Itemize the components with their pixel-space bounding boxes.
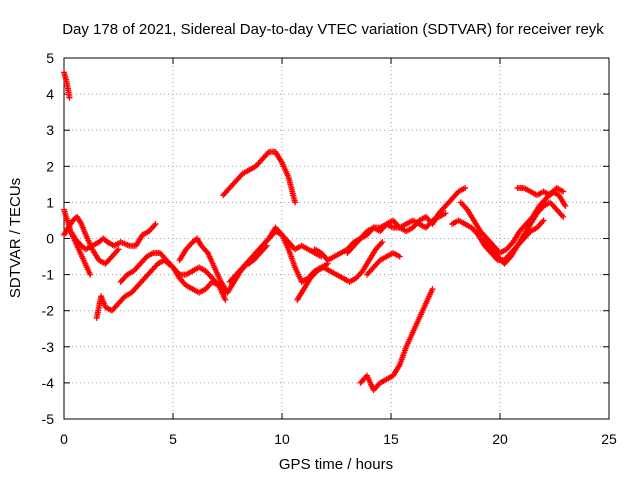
- data-series-group: [61, 69, 569, 394]
- data-point-marker: [115, 246, 122, 253]
- y-tick-label: -5: [42, 411, 55, 427]
- data-point-marker: [87, 271, 94, 278]
- series-arc-13: [364, 249, 403, 278]
- chart-title: Day 178 of 2021, Sidereal Day-to-day VTE…: [62, 21, 604, 38]
- y-tick-label: 0: [46, 231, 54, 247]
- y-tick-label: 4: [46, 86, 54, 102]
- x-tick-label: 5: [169, 431, 177, 447]
- x-tick-label: 10: [274, 431, 290, 447]
- y-tick-label: 2: [46, 158, 54, 174]
- data-point-marker: [292, 199, 299, 206]
- x-tick-label: 0: [60, 431, 68, 447]
- y-tick-label: 5: [46, 50, 54, 66]
- y-tick-label: -3: [42, 339, 55, 355]
- series-arc-8: [220, 148, 299, 206]
- data-point-marker: [562, 203, 569, 210]
- data-point-marker: [540, 217, 547, 224]
- series-arc-2: [61, 206, 159, 253]
- series-arc-4: [67, 228, 94, 278]
- series-arc-18: [481, 199, 567, 267]
- series-arc-5: [93, 257, 229, 321]
- series-arc-14: [344, 184, 469, 256]
- x-tick-label: 20: [492, 431, 508, 447]
- series-arc-10: [246, 224, 331, 285]
- series-arc-3: [61, 213, 122, 267]
- data-point-marker: [396, 253, 403, 260]
- data-point-marker: [66, 94, 73, 101]
- series-arc-15: [357, 286, 436, 394]
- x-tick-label: 25: [601, 431, 617, 447]
- series-arc-1: [61, 69, 73, 101]
- series-arc-19: [514, 184, 567, 199]
- y-tick-label: -1: [42, 267, 55, 283]
- data-point-marker: [560, 213, 567, 220]
- data-point-marker: [222, 296, 229, 303]
- axis-ticks: 0 5 10 15 20 25 -5 -4 -3 -2 -1 0 1 2 3 4 5: [42, 50, 617, 447]
- x-tick-label: 15: [383, 431, 399, 447]
- data-point-marker: [560, 188, 567, 195]
- data-point-marker: [442, 210, 449, 217]
- grid: [64, 58, 609, 419]
- series-arc-11: [294, 239, 386, 303]
- y-tick-label: -2: [42, 303, 55, 319]
- y-axis-title: SDTVAR / TECUs: [7, 178, 24, 298]
- y-tick-label: 1: [46, 194, 54, 210]
- data-point-marker: [379, 239, 386, 246]
- data-point-marker: [462, 184, 469, 191]
- y-tick-label: 3: [46, 122, 54, 138]
- y-tick-label: -4: [42, 375, 55, 391]
- series-arc-17: [457, 188, 569, 256]
- x-axis-title: GPS time / hours: [279, 456, 393, 473]
- data-point-marker: [152, 221, 159, 228]
- data-point-marker: [429, 286, 436, 293]
